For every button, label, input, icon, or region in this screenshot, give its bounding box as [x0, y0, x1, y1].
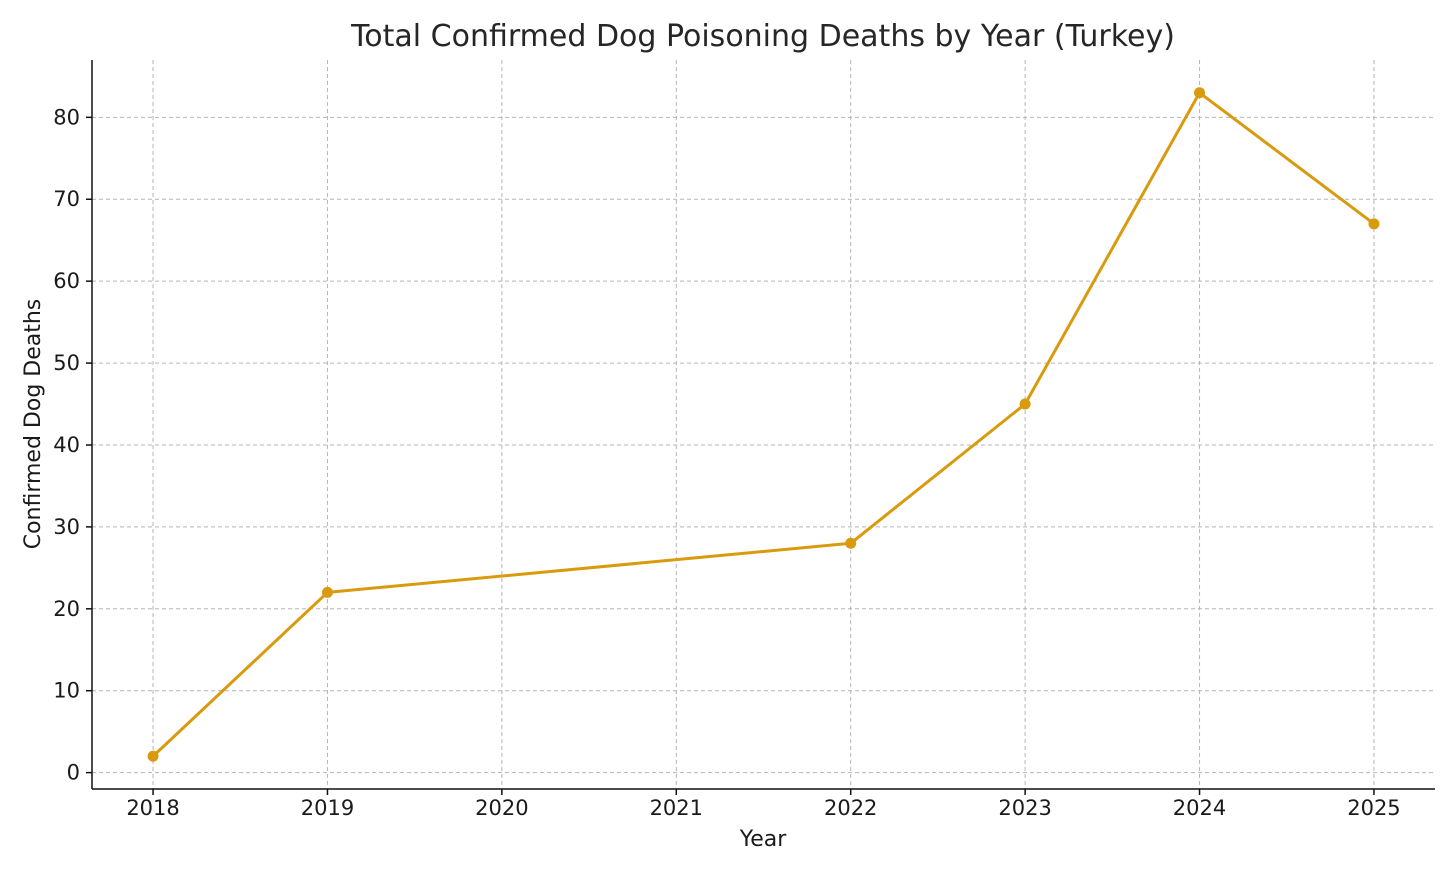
x-tick-label: 2019	[301, 796, 354, 820]
data-points	[147, 87, 1380, 762]
series	[151, 91, 1376, 758]
y-tick-label: 70	[53, 187, 80, 211]
data-point	[321, 586, 333, 598]
y-tick-label: 50	[53, 351, 80, 375]
x-tick-label: 2024	[1173, 796, 1226, 820]
ticks: 2018 2019 2020 2021 2022 2023 2024 2025 0 10 20 30 4…	[53, 105, 1400, 820]
y-tick-label: 10	[53, 679, 80, 703]
y-tick-label: 60	[53, 269, 80, 293]
x-tick-label: 2022	[824, 796, 877, 820]
x-tick-label: 2018	[126, 796, 179, 820]
y-tick-label: 30	[53, 515, 80, 539]
x-tick-label: 2020	[475, 796, 528, 820]
x-axis-label: Year	[739, 827, 788, 852]
y-tick-label: 80	[53, 105, 80, 129]
axes	[91, 60, 1435, 790]
data-point	[147, 750, 159, 762]
y-tick-label: 40	[53, 433, 80, 457]
y-tick-label: 0	[67, 761, 80, 785]
grid	[92, 60, 1435, 789]
data-point	[845, 537, 857, 549]
data-point	[1368, 218, 1380, 230]
y-tick-label: 20	[53, 597, 80, 621]
x-tick-label: 2023	[998, 796, 1051, 820]
x-tick-label: 2025	[1347, 796, 1400, 820]
data-point	[1019, 398, 1031, 410]
x-tick-label: 2021	[650, 796, 703, 820]
y-axis-label: Confirmed Dog Deaths	[21, 299, 46, 550]
series-line	[151, 91, 1376, 758]
data-point	[1194, 87, 1206, 99]
chart-title: Total Confirmed Dog Poisoning Deaths by …	[350, 19, 1175, 54]
